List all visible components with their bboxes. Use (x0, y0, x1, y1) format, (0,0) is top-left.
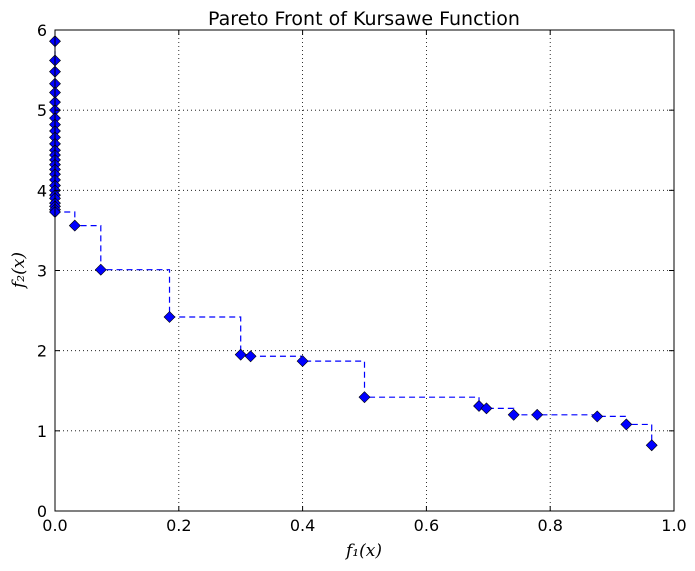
data-point-marker (620, 418, 633, 431)
y-tick-label: 4 (37, 181, 47, 200)
plot-series (49, 35, 658, 452)
x-tick-label: 0.6 (414, 516, 439, 535)
chart-title: Pareto Front of Kursawe Function (208, 8, 520, 30)
data-point-marker (645, 439, 658, 452)
pareto-step-line (54, 41, 653, 446)
axis-ticks: 0.0 0.2 0.4 0.6 0.8 1.0 0 1 2 3 4 5 6 (37, 21, 687, 535)
y-tick-label: 1 (37, 422, 47, 441)
y-tick-label: 5 (37, 101, 47, 120)
x-tick-label: 1.0 (661, 516, 686, 535)
data-point-marker (480, 402, 493, 415)
x-axis-label: f₁(x) (344, 541, 382, 561)
y-tick-label: 0 (37, 502, 47, 521)
data-point-marker (507, 408, 520, 421)
y-tick-label: 6 (37, 21, 47, 40)
data-point-marker (296, 355, 309, 368)
y-tick-label: 2 (37, 342, 47, 361)
x-tick-label: 0.0 (42, 516, 67, 535)
data-point-marker (531, 408, 544, 421)
grid-lines (55, 30, 674, 511)
data-point-marker (68, 219, 81, 232)
data-point-marker (358, 391, 371, 404)
data-point-marker (234, 348, 247, 361)
data-point-marker (244, 350, 257, 363)
data-point-marker (94, 263, 107, 276)
y-axis-label: f₂(x) (9, 252, 29, 290)
data-point-marker (591, 410, 604, 423)
x-tick-label: 0.8 (537, 516, 562, 535)
data-point-marker (163, 311, 176, 323)
x-tick-label: 0.2 (166, 516, 191, 535)
y-tick-label: 3 (37, 262, 47, 281)
x-tick-label: 0.4 (290, 516, 315, 535)
